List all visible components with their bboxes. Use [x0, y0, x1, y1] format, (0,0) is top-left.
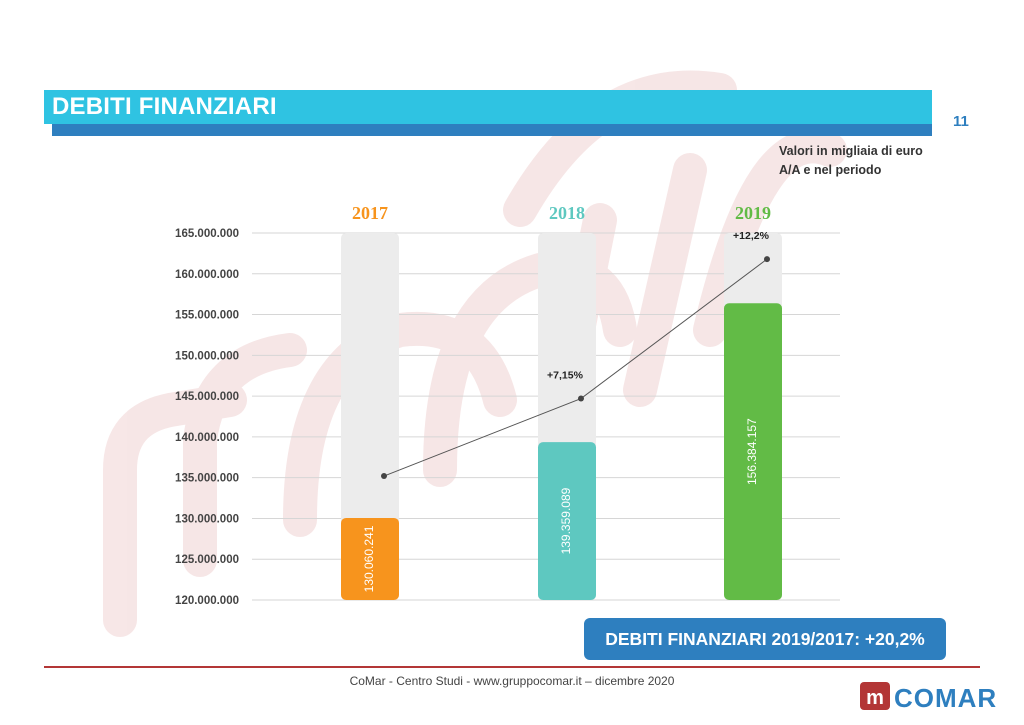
bar: [341, 517, 399, 600]
y-tick-label: 125.000.000: [175, 554, 239, 566]
page-number: 11: [953, 113, 969, 130]
logo-mark-icon: [860, 682, 890, 710]
y-tick-label: 140.000.000: [175, 432, 239, 444]
footer-divider: [44, 666, 980, 668]
footer-text: CoMar - Centro Studi - www.gruppocomar.i…: [349, 674, 675, 688]
logo-text: COMAR: [894, 683, 997, 713]
summary-box: DEBITI FINANZIARI 2019/2017: +20,2%: [584, 618, 946, 660]
summary-text: DEBITI FINANZIARI 2019/2017: +20,2%: [605, 628, 925, 649]
y-tick-label: 165.000.000: [175, 228, 239, 240]
logo-mark-text: m: [866, 687, 884, 709]
page-title: DEBITI FINANZIARI: [52, 93, 277, 120]
y-tick-label: 155.000.000: [175, 310, 239, 322]
category-label: 2019: [735, 203, 771, 223]
header-bar: [44, 90, 932, 124]
trend-change-label: +12,2%: [733, 230, 770, 242]
y-tick-label: 145.000.000: [175, 391, 239, 403]
bar: [538, 442, 596, 600]
header-underline: [52, 124, 932, 136]
trend-point: [381, 473, 387, 480]
y-tick-label: 160.000.000: [175, 269, 239, 281]
bar: [724, 303, 782, 600]
trend-point: [764, 256, 770, 263]
trend-point: [578, 395, 584, 402]
bar-track: [341, 233, 399, 600]
y-tick-label: 135.000.000: [175, 473, 239, 485]
comar-logo: m COMAR: [860, 682, 997, 713]
category-label: 2017: [352, 203, 388, 223]
bar-value-label: 156.384.157: [745, 418, 759, 485]
y-tick-label: 150.000.000: [175, 350, 239, 362]
y-tick-label: 120.000.000: [175, 595, 239, 607]
category-label: 2018: [549, 203, 585, 223]
trend-change-label: +7,15%: [547, 370, 584, 382]
units-line-2: A/A e nel periodo: [779, 163, 882, 177]
units-line-1: Valori in migliaia di euro: [779, 144, 923, 158]
bar-value-label: 139.359.089: [559, 487, 573, 554]
bar-value-label: 130.060.241: [362, 525, 376, 592]
units-note: Valori in migliaia di euro A/A e nel per…: [779, 142, 923, 180]
y-tick-label: 130.000.000: [175, 513, 239, 525]
